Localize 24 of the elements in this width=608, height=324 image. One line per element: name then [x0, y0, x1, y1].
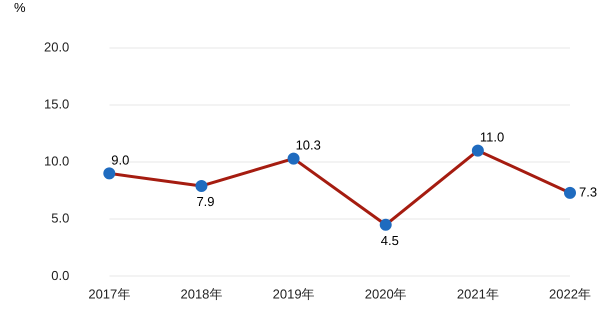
- x-tick-label: 2018年: [180, 286, 222, 302]
- data-label: 11.0: [480, 130, 504, 145]
- y-tick-label: 0.0: [51, 268, 70, 283]
- point: [472, 144, 484, 157]
- x-tick-label: 2017年: [88, 286, 130, 302]
- point: [564, 186, 576, 199]
- y-axis-title: %: [14, 0, 26, 16]
- y-tick-label: 20.0: [44, 39, 70, 54]
- data-label: 7.3: [579, 184, 598, 200]
- x-tick-label: 2022年: [549, 286, 591, 302]
- data-label: 9.0: [111, 152, 130, 168]
- data-label: 7.9: [196, 194, 215, 210]
- point: [288, 152, 300, 165]
- x-tick-label: 2020年: [364, 286, 407, 302]
- y-tick-label: 10.0: [44, 154, 70, 169]
- point: [103, 167, 116, 180]
- x-tick-label: 2021年: [456, 286, 499, 302]
- y-tick-label: 5.0: [51, 210, 70, 226]
- point: [195, 180, 208, 192]
- data-label: 4.5: [380, 232, 399, 248]
- x-tick-label: 2019年: [272, 286, 315, 302]
- y-tick-label: 15.0: [44, 96, 70, 112]
- point: [380, 218, 392, 231]
- data-label: 10.3: [296, 138, 321, 153]
